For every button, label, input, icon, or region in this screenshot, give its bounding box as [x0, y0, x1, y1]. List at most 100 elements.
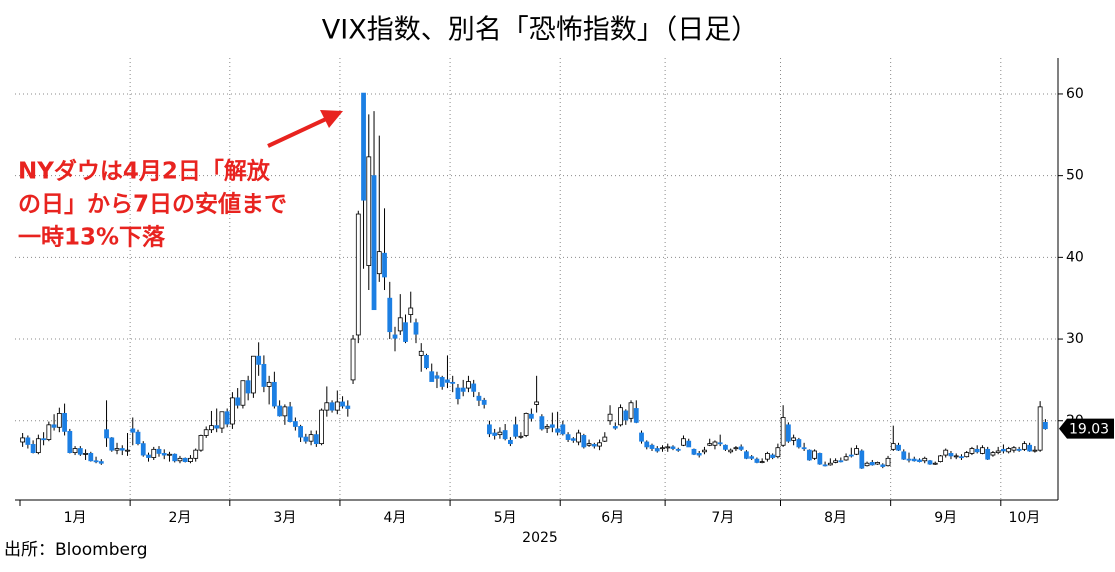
- candle-body: [439, 377, 445, 387]
- candle-body: [581, 435, 587, 448]
- x-axis-label: 2025: [522, 530, 558, 546]
- candle-body: [230, 397, 235, 425]
- candle-body: [298, 426, 303, 438]
- candle-body: [880, 464, 886, 467]
- candle-body: [481, 399, 487, 405]
- candle-body: [182, 457, 188, 463]
- candle-body: [696, 453, 702, 456]
- candle-body: [345, 405, 351, 409]
- candle-body: [980, 447, 985, 454]
- candle-body: [424, 354, 429, 369]
- candle-body: [712, 441, 718, 446]
- candle-body: [177, 457, 183, 462]
- candle-body: [382, 252, 387, 278]
- candle-body: [209, 425, 214, 431]
- y-tick-label: 60: [1066, 86, 1084, 102]
- last-value: 19.03: [1059, 418, 1114, 439]
- annotation-line: NYダウは4月2日「解放: [18, 158, 271, 185]
- x-tick-label: 5月: [494, 510, 517, 526]
- candle-body: [1016, 448, 1022, 451]
- candle-body: [791, 437, 797, 441]
- candle-body: [623, 410, 629, 421]
- candle-body: [104, 429, 109, 439]
- candle-body: [780, 417, 786, 446]
- y-tick-label: 40: [1066, 249, 1084, 265]
- candle-body: [240, 380, 246, 406]
- candle-body: [1042, 421, 1048, 430]
- candle-body: [969, 448, 975, 454]
- candle-body: [140, 443, 146, 456]
- x-tick-label: 3月: [273, 510, 296, 526]
- candle-body: [906, 458, 912, 461]
- candle-body: [964, 452, 970, 458]
- candle-body: [62, 412, 67, 432]
- candle-body: [885, 457, 891, 467]
- candle-body: [266, 381, 272, 387]
- candle-body: [869, 462, 875, 466]
- candle-body: [822, 464, 828, 467]
- candle-body: [1006, 448, 1012, 453]
- candle-body: [151, 448, 157, 458]
- candle-body: [188, 457, 193, 463]
- candle-body: [544, 426, 550, 429]
- x-tick-label: 4月: [384, 510, 407, 526]
- candle-body: [1011, 447, 1017, 451]
- candle-body: [796, 439, 802, 448]
- candle-body: [681, 438, 686, 446]
- candle-body: [602, 436, 608, 442]
- candle-body: [203, 429, 209, 436]
- candle-body: [256, 355, 262, 365]
- candle-body: [261, 363, 267, 387]
- candle-body: [938, 455, 943, 463]
- candle-body: [1027, 444, 1033, 452]
- candle-body: [675, 448, 681, 451]
- candle-body: [30, 444, 36, 454]
- candle-body: [911, 458, 917, 462]
- candle-body: [334, 401, 340, 411]
- candle-body: [271, 381, 277, 407]
- chart-title: VIX指数、別名「恐怖指数」（日足）: [322, 15, 758, 46]
- candle-body: [167, 453, 172, 456]
- candle-body: [528, 413, 534, 419]
- last-value-box: [1059, 418, 1114, 439]
- candle-body: [953, 455, 959, 458]
- candle-body: [864, 462, 870, 467]
- candle-body: [717, 442, 723, 445]
- annotation-arrowhead: [320, 110, 343, 128]
- source: 出所：Bloomberg: [4, 540, 147, 560]
- y-tick-label: 30: [1066, 331, 1084, 347]
- candle-body: [838, 460, 844, 463]
- candle-body: [728, 449, 734, 453]
- candle-body: [974, 448, 980, 453]
- candle-body: [466, 381, 471, 389]
- candle-body: [492, 432, 498, 436]
- annotation-line: の日」から7日の安値まで: [18, 191, 287, 218]
- candle-body: [471, 383, 477, 392]
- annotation-arrow: [267, 117, 327, 148]
- candle-body: [555, 428, 560, 433]
- candle-body: [303, 436, 309, 442]
- candle-body: [670, 446, 676, 449]
- candle-body: [785, 424, 791, 442]
- candle-body: [985, 448, 991, 460]
- candle-body: [418, 350, 424, 356]
- candle-body: [130, 428, 136, 433]
- x-tick-label: 6月: [601, 510, 624, 526]
- candle-body: [376, 251, 382, 275]
- candle-body: [901, 451, 907, 460]
- candle-body: [445, 379, 450, 383]
- candle-body: [518, 435, 524, 438]
- candle-body: [282, 406, 288, 417]
- candle-body: [25, 437, 31, 445]
- candle-body: [119, 448, 125, 451]
- x-tick-label: 1月: [64, 510, 87, 526]
- x-tick-label: 7月: [711, 510, 734, 526]
- candle-body: [135, 431, 141, 445]
- candle-body: [612, 426, 618, 429]
- candle-body: [765, 453, 770, 460]
- candle-body: [644, 441, 650, 448]
- candle-body: [854, 448, 859, 455]
- candle-body: [361, 92, 366, 201]
